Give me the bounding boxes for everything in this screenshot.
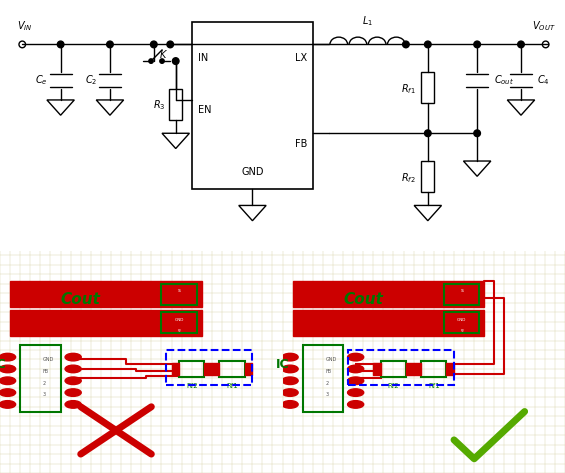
Bar bbox=[219, 361, 245, 377]
Text: IC: IC bbox=[276, 358, 289, 371]
Text: $R_{f1}$: $R_{f1}$ bbox=[401, 82, 416, 96]
Text: $V_{IN}$: $V_{IN}$ bbox=[17, 19, 32, 33]
Bar bbox=[167, 350, 252, 385]
Ellipse shape bbox=[282, 401, 298, 408]
Circle shape bbox=[150, 41, 157, 48]
Bar bbox=[421, 161, 434, 192]
Ellipse shape bbox=[0, 353, 16, 361]
Ellipse shape bbox=[347, 401, 364, 408]
Bar bbox=[414, 363, 421, 376]
Text: 2: 2 bbox=[325, 381, 328, 385]
Text: EN: EN bbox=[198, 105, 211, 115]
Circle shape bbox=[474, 130, 480, 137]
Bar bbox=[245, 363, 252, 376]
Bar bbox=[421, 72, 434, 103]
Ellipse shape bbox=[0, 377, 16, 385]
Text: Rf1: Rf1 bbox=[226, 383, 238, 389]
Bar bbox=[169, 89, 182, 120]
Ellipse shape bbox=[347, 353, 364, 361]
Text: $K$: $K$ bbox=[159, 48, 168, 61]
Text: $C_e$: $C_e$ bbox=[35, 74, 48, 88]
Ellipse shape bbox=[282, 353, 298, 361]
Text: 3: 3 bbox=[43, 393, 46, 397]
Ellipse shape bbox=[65, 389, 81, 396]
Text: Rf2: Rf2 bbox=[388, 383, 399, 389]
Text: Rf1: Rf1 bbox=[428, 383, 440, 389]
Ellipse shape bbox=[347, 365, 364, 373]
Ellipse shape bbox=[65, 353, 81, 361]
Circle shape bbox=[424, 41, 431, 48]
Bar bbox=[293, 310, 484, 336]
Text: GND: GND bbox=[457, 318, 466, 323]
Circle shape bbox=[57, 41, 64, 48]
Text: FB: FB bbox=[43, 369, 49, 374]
Bar bbox=[406, 363, 414, 376]
Bar bbox=[381, 361, 406, 377]
Text: $C_{out}$: $C_{out}$ bbox=[494, 74, 514, 88]
Text: $V_{OUT}$: $V_{OUT}$ bbox=[532, 19, 555, 33]
Circle shape bbox=[107, 41, 113, 48]
Bar bbox=[348, 350, 454, 385]
Text: Cout: Cout bbox=[61, 292, 101, 307]
Circle shape bbox=[403, 41, 409, 48]
Text: s: s bbox=[177, 288, 181, 293]
Bar bbox=[162, 284, 197, 305]
Ellipse shape bbox=[65, 365, 81, 373]
Text: IC: IC bbox=[0, 358, 7, 371]
Ellipse shape bbox=[0, 365, 16, 373]
Ellipse shape bbox=[0, 401, 16, 408]
Text: $C_4$: $C_4$ bbox=[537, 74, 550, 88]
Text: 2: 2 bbox=[43, 381, 46, 385]
Bar bbox=[446, 363, 454, 376]
Text: $R_3$: $R_3$ bbox=[153, 98, 166, 113]
Bar bbox=[162, 312, 197, 333]
Bar bbox=[10, 310, 202, 336]
Ellipse shape bbox=[282, 389, 298, 396]
Text: GND: GND bbox=[175, 318, 184, 323]
Bar bbox=[192, 22, 313, 189]
Ellipse shape bbox=[282, 377, 298, 385]
Ellipse shape bbox=[282, 365, 298, 373]
Ellipse shape bbox=[347, 389, 364, 396]
Circle shape bbox=[172, 58, 179, 64]
Text: GND: GND bbox=[241, 167, 264, 177]
Text: 3: 3 bbox=[325, 393, 328, 397]
Bar bbox=[20, 345, 60, 412]
Text: IN: IN bbox=[198, 53, 208, 63]
Bar bbox=[373, 363, 381, 376]
Bar bbox=[179, 361, 205, 377]
Bar bbox=[205, 363, 212, 376]
Text: g: g bbox=[460, 328, 463, 332]
Ellipse shape bbox=[347, 377, 364, 385]
Text: s: s bbox=[460, 288, 463, 293]
Circle shape bbox=[518, 41, 524, 48]
Text: $L_1$: $L_1$ bbox=[362, 14, 373, 28]
Ellipse shape bbox=[65, 401, 81, 408]
Text: GND: GND bbox=[43, 357, 54, 362]
Text: FB: FB bbox=[325, 369, 332, 374]
Ellipse shape bbox=[0, 389, 16, 396]
Ellipse shape bbox=[65, 377, 81, 385]
Text: $R_{f2}$: $R_{f2}$ bbox=[401, 171, 416, 184]
Bar bbox=[444, 284, 479, 305]
Bar bbox=[421, 361, 446, 377]
Bar bbox=[444, 312, 479, 333]
Text: Rf2: Rf2 bbox=[186, 383, 198, 389]
Bar bbox=[303, 345, 343, 412]
Text: g: g bbox=[178, 328, 180, 332]
Circle shape bbox=[167, 41, 173, 48]
Circle shape bbox=[424, 130, 431, 137]
Text: LX: LX bbox=[295, 53, 307, 63]
Text: Cout: Cout bbox=[344, 292, 383, 307]
Text: $C_2$: $C_2$ bbox=[85, 74, 97, 88]
Circle shape bbox=[149, 59, 153, 63]
Text: GND: GND bbox=[325, 357, 337, 362]
Bar bbox=[293, 281, 484, 307]
Bar bbox=[10, 281, 202, 307]
Circle shape bbox=[474, 41, 480, 48]
Bar bbox=[172, 363, 179, 376]
Bar bbox=[212, 363, 219, 376]
Text: FB: FB bbox=[295, 139, 307, 149]
Circle shape bbox=[160, 59, 164, 63]
